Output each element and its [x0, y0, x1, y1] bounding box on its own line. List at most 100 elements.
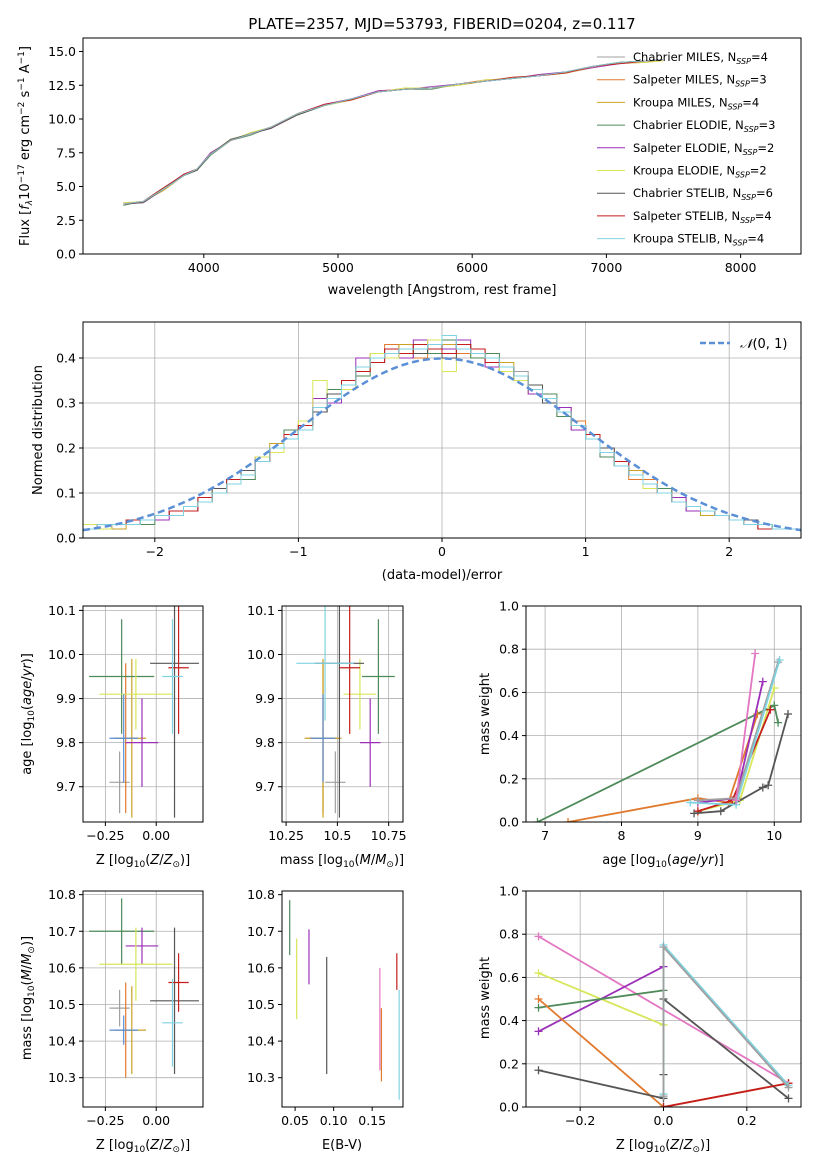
massweight-vs-Z-marker-2-0	[534, 1027, 543, 1036]
spectrum-series-6	[123, 59, 663, 205]
spectrum-legend-label-4: Salpeter ELODIE, NSSP=2	[633, 141, 774, 157]
residuals-marks	[83, 335, 801, 532]
massweight-vs-age-marker-4-4	[784, 710, 793, 718]
spectrum-ylabel: Flux [fλ10−17 erg cm−2 s−1 A−1]	[17, 46, 35, 246]
spectrum-panel: 4000 5000 6000 7000 8000 0.0 2.5 5.0 7.5 10.0 12.5…	[17, 37, 802, 298]
mass-vs-ebv-marks	[289, 900, 400, 1100]
spectrum-xtick-label-3: 7000	[590, 260, 622, 275]
age-vs-mass-xtick-label-1: 10.5	[323, 828, 351, 843]
massweight-vs-age-xtick-label-0: 7	[541, 828, 549, 843]
massweight-vs-age-marker-2-0	[564, 818, 573, 822]
residuals-xtick-label-3: 1	[582, 544, 590, 559]
massweight-vs-Z-marks	[534, 932, 793, 1107]
spectrum-marks	[123, 59, 663, 206]
spectrum-legend-label-6: Chabrier STELIB, NSSP=6	[633, 186, 773, 202]
residuals-ytick-label-1: 0.1	[56, 486, 76, 501]
age-vs-Z-ytick-label-0: 9.7	[56, 779, 76, 794]
massweight-vs-z-xlabel: Z [log10(Z/Z⊙)]	[616, 1138, 710, 1155]
mass-vs-ebv-frame	[281, 890, 404, 1108]
age-vs-mass-xtick-label-0: 10.25	[268, 828, 304, 843]
massweight-vs-age-xtick-label-1: 8	[618, 828, 626, 843]
mass-vs-Z-marks	[89, 898, 199, 1078]
spectrum-series-7	[123, 59, 663, 205]
mass-vs-ebv-panel: 0.05 0.10 0.15 10.3 10.4 10.5 10.6 10.7 10.8 E(B…	[247, 887, 404, 1153]
massweight-vs-age-marker-8-0	[732, 796, 741, 805]
age-vs-mass-ytick-label-0: 9.7	[255, 779, 275, 794]
massweight-vs-Z-marker-4-0	[534, 995, 543, 1003]
massweight-vs-age-frame	[525, 605, 802, 823]
massweight-vs-age-ylabel: mass weight	[478, 673, 493, 755]
massweight-vs-age-xlabel: age [log10(age/yr)]	[602, 853, 724, 870]
age-vs-Z-xtick-label-1: 0.00	[142, 828, 170, 843]
age-vs-mass-marks	[296, 606, 395, 818]
spectrum-legend: Chabrier MILES, NSSP=4 Salpeter MILES, NS…	[597, 50, 775, 248]
spectrum-series-2	[123, 59, 663, 205]
massweight-vs-z-frame	[525, 890, 802, 1108]
residual-xlabel: (data-model)/error	[382, 568, 503, 583]
massweight-vs-Z-marker-8-2	[784, 1083, 793, 1092]
massweight-vs-age-ytick-label-2: 0.4	[499, 728, 519, 743]
spectrum-xtick-label-1: 5000	[322, 260, 354, 275]
massweight-vs-age-marker-4-2	[758, 783, 767, 792]
residual-legend: 𝒩(0, 1)	[700, 337, 787, 352]
spectrum-ytick-label-3: 7.5	[56, 145, 76, 160]
massweight-vs-age-marker-8-1	[751, 649, 760, 658]
massweight-vs-Z-xtick-label-1: 0.0	[654, 1113, 674, 1128]
spectrum-xtick-label-4: 8000	[725, 260, 757, 275]
spectrum-ytick-label-1: 2.5	[56, 213, 76, 228]
massweight-vs-age-marker-3-2	[766, 705, 775, 714]
mass-vs-z-xlabel: Z [log10(Z/Z⊙)]	[96, 1138, 190, 1155]
mass-vs-ebv-ytick-label-5: 10.8	[247, 887, 275, 902]
spectrum-series-8	[123, 59, 663, 205]
mass-vs-ebv-ytick-label-4: 10.7	[247, 924, 275, 939]
spectrum-series-5	[123, 60, 663, 204]
massweight-vs-age-xtick-label-2: 9	[694, 828, 702, 843]
massweight-vs-age-marker-5-2	[758, 677, 767, 686]
massweight-vs-age-marker-0-1	[770, 701, 779, 710]
age-vs-Z-ytick-label-2: 9.9	[56, 691, 76, 706]
mass-vs-ebv-xlabel: E(B-V)	[322, 1138, 362, 1153]
mass-vs-ebv-plot-area: 0.05 0.10 0.15 10.3 10.4 10.5 10.6 10.7 10.8	[247, 887, 400, 1128]
age-vs-z-panel: −0.25 0.00 9.7 9.8 9.9 10.0 10.1 Z [log10(Z/Z⊙…	[20, 603, 204, 870]
mass-vs-z-panel: −0.25 0.00 10.3 10.4 10.5 10.6 10.7 10.8 Z [log…	[20, 887, 204, 1155]
massweight-vs-Z-ytick-label-4: 0.8	[499, 927, 519, 942]
massweight-vs-age-marks	[533, 649, 793, 822]
residual-panel: −2 −1 0 1 2 0.0 0.1 0.2 0.3 0.4 (data-model)/erro…	[31, 321, 802, 583]
massweight-vs-age-marker-4-3	[764, 781, 773, 790]
massweight-vs-Z-ytick-label-2: 0.4	[499, 1013, 519, 1028]
residuals-ytick-label-0: 0.0	[56, 531, 76, 546]
spectrum-series-0	[123, 59, 663, 205]
mass-vs-ebv-xtick-label-2: 0.15	[358, 1113, 386, 1128]
massweight-vs-age-ytick-label-3: 0.6	[499, 685, 519, 700]
residuals-xtick-label-0: −2	[146, 544, 164, 559]
massweight-vs-Z-marker-1-0	[534, 969, 543, 978]
spectrum-xtick-label-0: 4000	[188, 260, 220, 275]
spectrum-legend-label-2: Kroupa MILES, NSSP=4	[633, 95, 759, 111]
massweight-vs-age-ytick-label-4: 0.8	[499, 642, 519, 657]
spectrum-ytick-label-0: 0.0	[56, 247, 76, 262]
spectrum-legend-label-3: Chabrier ELODIE, NSSP=3	[633, 118, 775, 134]
mass-vs-z-frame	[82, 890, 204, 1108]
gaussian-legend-label: 𝒩(0, 1)	[740, 337, 787, 352]
gaussian-curve	[83, 357, 801, 532]
massweight-vs-age-ytick-label-5: 1.0	[499, 599, 519, 614]
massweight-vs-Z-marker-5-0	[534, 1066, 543, 1075]
figure-title: PLATE=2357, MJD=53793, FIBERID=0204, z=0…	[248, 15, 635, 33]
spectrum-legend-label-7: Salpeter STELIB, NSSP=4	[633, 209, 772, 225]
mass-vs-Z-ytick-label-4: 10.7	[48, 924, 76, 939]
age-vs-Z-marks	[89, 606, 199, 818]
mass-vs-Z-ytick-label-3: 10.6	[48, 960, 76, 975]
massweight-vs-Z-ytick-label-5: 1.0	[499, 884, 519, 899]
mass-vs-ebv-ytick-label-2: 10.5	[247, 997, 275, 1012]
age-vs-z-xlabel: Z [log10(Z/Z⊙)]	[96, 853, 190, 870]
massweight-vs-Z-ytick-label-0: 0.0	[499, 1100, 519, 1115]
mass-vs-ebv-ytick-label-1: 10.4	[247, 1034, 275, 1049]
age-vs-mass-xtick-label-2: 10.75	[371, 828, 407, 843]
massweight-vs-age-plot-area: 7 8 9 10 0.0 0.2 0.4 0.6 0.8 1.0	[499, 599, 801, 843]
massweight-vs-z-ylabel: mass weight	[478, 957, 493, 1039]
age-vs-Z-ytick-label-3: 10.0	[48, 647, 76, 662]
spectrum-xlabel: wavelength [Angstrom, rest frame]	[328, 283, 557, 298]
spectrum-ytick-label-6: 15.0	[48, 44, 76, 59]
spectrum-plot-area: 4000 5000 6000 7000 8000 0.0 2.5 5.0 7.5 10.0 12.5…	[48, 44, 756, 275]
spectrum-xtick-label-2: 6000	[456, 260, 488, 275]
